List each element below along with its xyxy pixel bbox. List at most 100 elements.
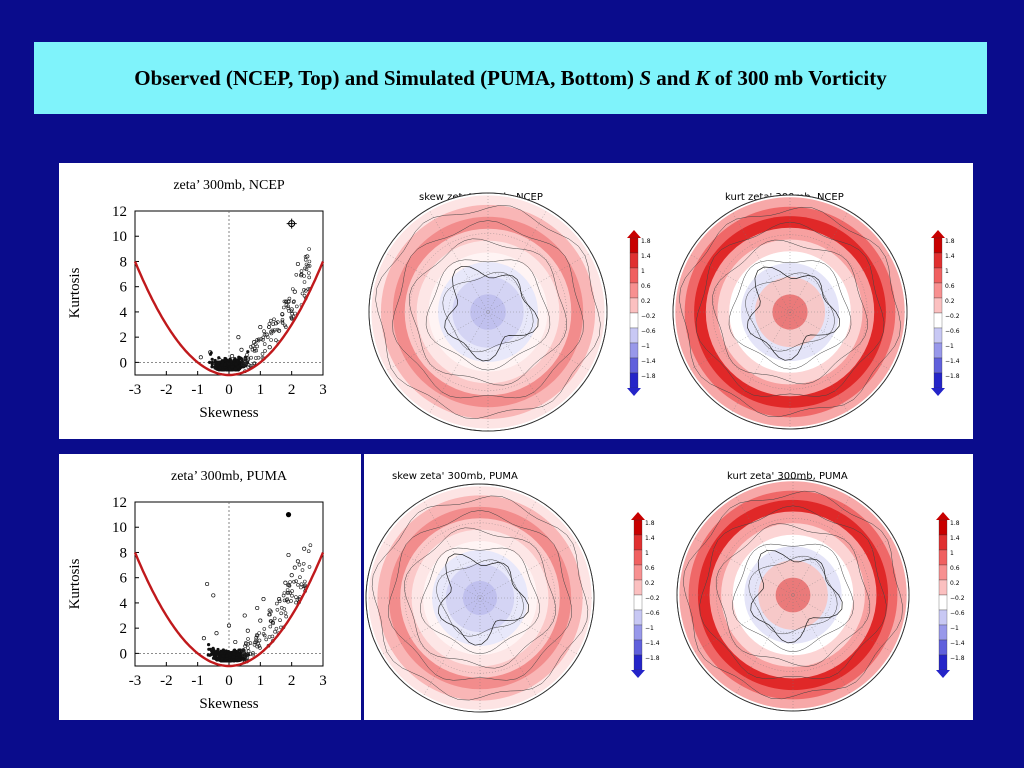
- scatter-point-open: [290, 311, 294, 316]
- scatter-point-open: [245, 628, 250, 633]
- colorbar: 1.8 1.4 1 0.6 0.2 −0.2 −0.6 −1 −1.4 −1.8: [627, 230, 656, 396]
- scatter-point-open: [282, 598, 287, 603]
- scatter-point-open: [274, 338, 278, 342]
- scatter-point-open: [278, 618, 282, 622]
- colorbar-label: 0.6: [641, 283, 651, 290]
- scatter-point-open: [270, 634, 275, 639]
- scatter-point-open: [264, 637, 268, 642]
- colorbar-label: 0.2: [645, 580, 655, 587]
- colorbar-label: 1.8: [641, 238, 651, 245]
- colorbar-swatch: [938, 654, 948, 671]
- coastline: [444, 265, 539, 362]
- colorbar-label: 1: [950, 550, 954, 557]
- scatter-point: [213, 358, 217, 363]
- scatter-point-open: [254, 348, 258, 353]
- colorbar-top-arrow: [936, 512, 950, 520]
- scatter-point-open: [289, 573, 294, 578]
- scatter-point-open: [267, 325, 271, 329]
- scatter-point-open: [282, 607, 287, 611]
- scatter-point-open: [288, 591, 292, 595]
- colorbar-label: 1.8: [945, 238, 955, 245]
- x-tick-label: -3: [129, 673, 142, 689]
- scatter-point: [220, 363, 224, 367]
- y-axis-label: Kurtosis: [67, 267, 83, 318]
- scatter-point: [223, 362, 227, 367]
- x-tick-label: 1: [257, 382, 265, 398]
- colorbar-label: 1: [645, 550, 649, 557]
- scatter-points: [201, 543, 313, 665]
- scatter-point-open: [300, 291, 305, 296]
- scatter-point: [211, 656, 216, 660]
- slide-title-box: Observed (NCEP, Top) and Simulated (PUMA…: [34, 42, 987, 114]
- scatter-point-open: [307, 259, 312, 264]
- scatter-point-open: [299, 273, 304, 278]
- colorbar-swatch: [633, 609, 643, 626]
- scatter-point-open: [252, 361, 256, 366]
- colorbar-label: 1.4: [945, 253, 955, 260]
- colorbar-swatch: [933, 372, 943, 389]
- scatter-point: [210, 362, 214, 366]
- scatter-point-open: [267, 612, 271, 617]
- scatter-point-open: [246, 365, 251, 369]
- latitude-circle: [409, 233, 567, 391]
- scatter-point-open: [280, 312, 285, 317]
- scatter-point-open: [300, 568, 305, 572]
- scatter-point-open: [303, 579, 307, 584]
- title-s: S: [639, 65, 651, 90]
- scatter-point: [241, 657, 245, 661]
- scatter-point: [216, 647, 220, 652]
- ncep-scatter-chart: zeta’ 300mb, NCEP-3 -2 -1 0 1 2 3024681012Skew…: [67, 178, 327, 421]
- map-border: [365, 483, 595, 713]
- scatter-point-open: [282, 299, 287, 304]
- slide-title: Observed (NCEP, Top) and Simulated (PUMA…: [134, 66, 886, 91]
- puma-scatter-panel: zeta’ 300mb, PUMA -3 -2 -1 0 1 2 3 0 2 4 6 8 10 12 Skew…: [59, 454, 361, 720]
- colorbar-bottom-arrow: [931, 388, 945, 396]
- scatter-point-open: [258, 618, 263, 623]
- chart-title: zeta’ 300mb, PUMA: [171, 469, 288, 484]
- colorbar-label: −1: [945, 343, 954, 350]
- scatter-point-open: [283, 611, 288, 615]
- colorbar-label: 0.2: [950, 580, 960, 587]
- reference-marker: [285, 512, 292, 518]
- scatter-point: [220, 651, 224, 655]
- colorbar-label: 1: [641, 268, 645, 275]
- scatter-point-open: [308, 543, 313, 547]
- scatter-point-open: [274, 626, 279, 631]
- scatter-point-open: [242, 363, 247, 367]
- scatter-point: [223, 358, 228, 362]
- latitude-circle: [751, 273, 829, 351]
- scatter-point-open: [293, 311, 297, 316]
- contour-band: [470, 294, 506, 330]
- scatter-point-open: [307, 565, 312, 569]
- polar-map: [365, 483, 595, 713]
- scatter-point-open: [252, 340, 257, 345]
- scatter-point-open: [257, 644, 262, 648]
- scatter-point-open: [289, 309, 294, 313]
- scatter-point: [232, 652, 236, 656]
- x-tick-label: 2: [288, 673, 296, 689]
- scatter-point-open: [307, 264, 312, 268]
- colorbar-swatch: [633, 534, 643, 551]
- scatter-point-open: [295, 261, 300, 267]
- colorbar-label: −0.6: [945, 328, 960, 335]
- scatter-point-open: [255, 605, 260, 611]
- scatter-point-open: [267, 345, 272, 350]
- scatter-point-open: [270, 328, 275, 333]
- scatter-point-open: [303, 583, 307, 588]
- scatter-point: [236, 365, 240, 369]
- meridian: [384, 252, 592, 372]
- map-title: kurt zeta' 300mb, PUMA: [727, 471, 848, 482]
- scatter-point-open: [240, 358, 245, 363]
- scatter-point-open: [260, 352, 265, 356]
- colorbar-swatch: [633, 594, 643, 611]
- meridian: [381, 540, 579, 656]
- scatter-point-open: [246, 646, 250, 650]
- puma-scatter-chart: zeta’ 300mb, PUMA-3 -2 -1 0 1 2 3024681012Skew…: [67, 469, 327, 712]
- scatter-point: [220, 657, 224, 661]
- x-tick-label: -2: [160, 382, 173, 398]
- scatter-point-open: [242, 649, 247, 653]
- colorbar-swatch: [938, 519, 948, 536]
- scatter-point: [233, 357, 237, 361]
- scatter-point: [210, 357, 214, 361]
- scatter-point-open: [245, 356, 250, 361]
